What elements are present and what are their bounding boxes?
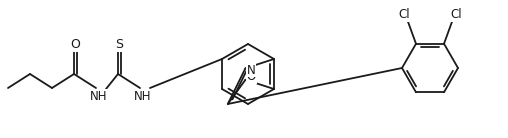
Text: Cl: Cl (398, 8, 410, 21)
Text: O: O (70, 39, 80, 51)
Text: N: N (247, 64, 256, 77)
Text: NH: NH (134, 90, 152, 103)
Text: NH: NH (90, 90, 108, 103)
Text: O: O (247, 70, 256, 83)
Text: Cl: Cl (450, 8, 462, 21)
Text: S: S (115, 39, 123, 51)
